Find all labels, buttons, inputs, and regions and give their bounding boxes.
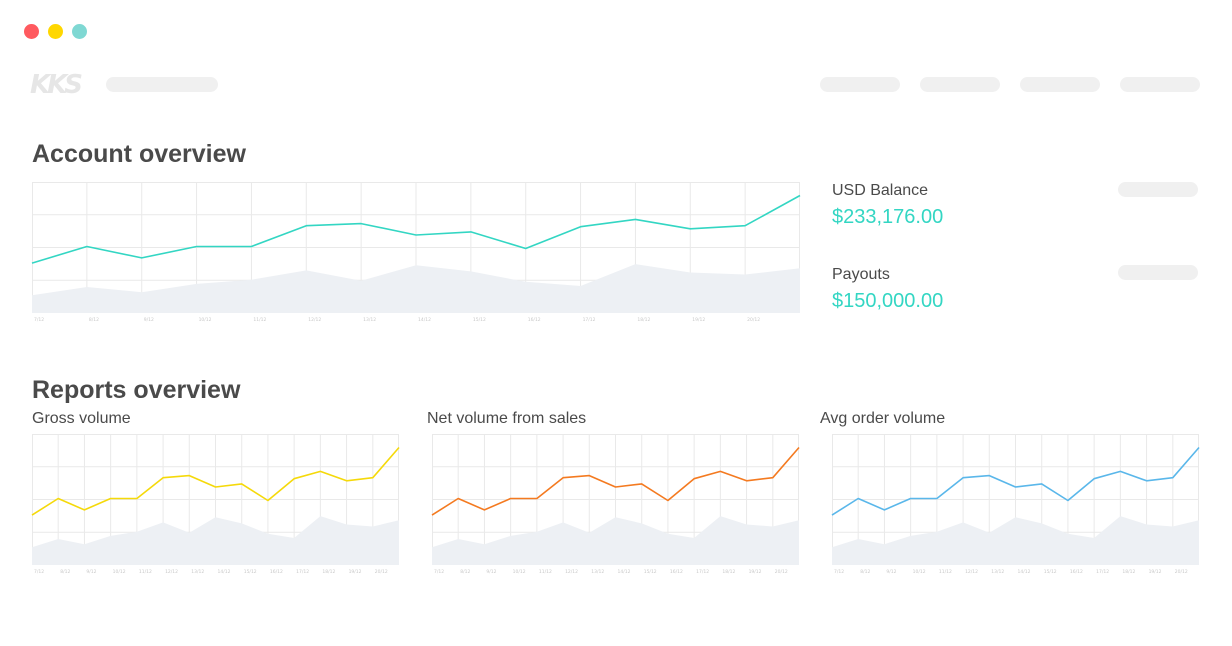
x-tick-label: 11/12 <box>539 569 552 575</box>
x-tick-label: 10/12 <box>113 569 126 575</box>
x-tick-label: 18/12 <box>1122 569 1135 575</box>
x-tick-label: 8/12 <box>89 317 99 323</box>
x-tick-label: 13/12 <box>591 569 604 575</box>
x-tick-label: 17/12 <box>296 569 309 575</box>
x-tick-label: 16/12 <box>270 569 283 575</box>
line-series <box>431 446 800 516</box>
x-tick-label: 16/12 <box>528 317 541 323</box>
gross-volume-label: Gross volume <box>32 410 131 427</box>
line-series <box>31 446 400 516</box>
window-maximize-button[interactable] <box>72 24 87 39</box>
x-tick-label: 20/12 <box>375 569 388 575</box>
x-tick-label: 7/12 <box>834 569 844 575</box>
area-series <box>832 516 1199 565</box>
payouts-value: $150,000.00 <box>832 290 944 312</box>
x-tick-label: 20/12 <box>775 569 788 575</box>
usd-balance-value: $233,176.00 <box>832 206 944 228</box>
x-tick-label: 7/12 <box>34 317 44 323</box>
x-tick-label: 13/12 <box>991 569 1004 575</box>
x-tick-label: 11/12 <box>139 569 152 575</box>
line-series <box>31 194 801 264</box>
x-tick-label: 7/12 <box>34 569 44 575</box>
x-tick-label: 20/12 <box>747 317 760 323</box>
x-tick-label: 14/12 <box>618 569 631 575</box>
x-tick-label: 12/12 <box>565 569 578 575</box>
x-tick-label: 19/12 <box>692 317 705 323</box>
x-tick-label: 17/12 <box>1096 569 1109 575</box>
x-tick-label: 18/12 <box>637 317 650 323</box>
usd-balance-action-placeholder[interactable] <box>1118 182 1198 197</box>
x-tick-label: 17/12 <box>583 317 596 323</box>
x-tick-label: 15/12 <box>473 317 486 323</box>
x-tick-label: 12/12 <box>165 569 178 575</box>
x-tick-label: 14/12 <box>418 317 431 323</box>
x-tick-label: 14/12 <box>1018 569 1031 575</box>
nav-item-4[interactable] <box>1120 77 1200 92</box>
x-tick-label: 19/12 <box>349 569 362 575</box>
x-tick-label: 15/12 <box>1044 569 1057 575</box>
x-tick-label: 9/12 <box>86 569 96 575</box>
x-tick-label: 12/12 <box>965 569 978 575</box>
payouts-label: Payouts <box>832 266 890 283</box>
area-series <box>432 516 799 565</box>
search-placeholder-bar[interactable] <box>106 77 218 92</box>
x-tick-label: 19/12 <box>749 569 762 575</box>
x-tick-label: 10/12 <box>199 317 212 323</box>
x-tick-label: 9/12 <box>486 569 496 575</box>
x-tick-label: 9/12 <box>144 317 154 323</box>
nav-item-1[interactable] <box>820 77 900 92</box>
window-minimize-button[interactable] <box>48 24 63 39</box>
x-tick-label: 10/12 <box>913 569 926 575</box>
x-tick-label: 13/12 <box>363 317 376 323</box>
avg-order-volume-chart: 7/12 8/12 9/12 10/12 11/12 12/12 13/12 14/12 15/… <box>831 434 1200 575</box>
net-volume-label: Net volume from sales <box>427 410 587 427</box>
x-tick-label: 18/12 <box>322 569 335 575</box>
x-tick-label: 12/12 <box>308 317 321 323</box>
x-tick-label: 18/12 <box>722 569 735 575</box>
payouts-action-placeholder[interactable] <box>1118 265 1198 280</box>
avg-order-volume-label: Avg order volume <box>820 410 946 427</box>
reports-overview-title: Reports overview <box>32 376 241 404</box>
x-tick-label: 19/12 <box>1149 569 1162 575</box>
usd-balance-label: USD Balance <box>832 182 929 199</box>
x-tick-label: 8/12 <box>460 569 470 575</box>
x-tick-label: 9/12 <box>886 569 896 575</box>
nav-item-3[interactable] <box>1020 77 1100 92</box>
window-close-button[interactable] <box>24 24 39 39</box>
logo[interactable]: KKS <box>30 70 83 100</box>
x-tick-label: 11/12 <box>253 317 266 323</box>
line-series <box>831 446 1200 516</box>
x-tick-label: 10/12 <box>513 569 526 575</box>
x-tick-label: 8/12 <box>860 569 870 575</box>
x-tick-label: 15/12 <box>244 569 257 575</box>
net-volume-chart: 7/12 8/12 9/12 10/12 11/12 12/12 13/12 14/12 15/… <box>431 434 800 575</box>
area-series <box>32 264 800 313</box>
x-tick-label: 7/12 <box>434 569 444 575</box>
x-tick-label: 15/12 <box>644 569 657 575</box>
account-overview-title: Account overview <box>32 140 246 168</box>
x-tick-label: 17/12 <box>696 569 709 575</box>
x-tick-label: 13/12 <box>191 569 204 575</box>
gross-volume-chart: 7/12 8/12 9/12 10/12 11/12 12/12 13/12 14/12 15/… <box>31 434 400 575</box>
x-tick-label: 16/12 <box>1070 569 1083 575</box>
area-series <box>32 516 399 565</box>
x-tick-label: 11/12 <box>939 569 952 575</box>
x-tick-label: 8/12 <box>60 569 70 575</box>
x-tick-label: 20/12 <box>1175 569 1188 575</box>
nav-item-2[interactable] <box>920 77 1000 92</box>
x-tick-label: 14/12 <box>218 569 231 575</box>
x-tick-label: 16/12 <box>670 569 683 575</box>
account-overview-chart: 7/12 8/12 9/12 10/12 11/12 12/12 13/12 14/12 15/… <box>31 182 801 323</box>
